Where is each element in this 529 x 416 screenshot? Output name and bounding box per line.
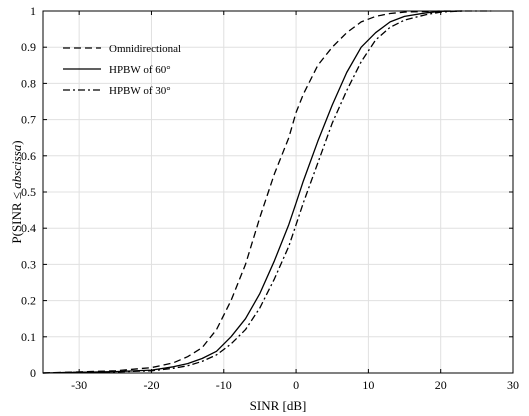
- legend: Omnidirectional HPBW of 60° HPBW of 30°: [63, 43, 181, 97]
- y-tick-label: 0.2: [21, 294, 36, 308]
- y-axis-label-italic: abscissa: [9, 144, 24, 189]
- legend-label-0: Omnidirectional: [109, 43, 181, 55]
- series-line-0: [42, 10, 463, 374]
- y-tick-label: 0.4: [21, 221, 36, 235]
- legend-label-1: HPBW of 60°: [109, 64, 171, 76]
- y-tick-label: 0.7: [21, 113, 36, 127]
- y-axis-label: P(SINR ≤ abscissa): [9, 140, 24, 243]
- x-tick-label: -30: [71, 378, 87, 392]
- x-axis-label: SINR [dB]: [250, 398, 307, 413]
- y-tick-label: 0: [30, 366, 36, 380]
- y-tick-label: 1: [30, 4, 36, 18]
- y-axis-label-prefix: P(SINR ≤: [9, 189, 24, 244]
- y-tick-label: 0.1: [21, 330, 36, 344]
- x-tick-label: 0: [293, 378, 299, 392]
- y-tick-label: 0.8: [21, 76, 36, 90]
- x-tick-label: 10: [362, 378, 374, 392]
- x-tick-label: -20: [143, 378, 159, 392]
- x-tick-label: 20: [435, 378, 447, 392]
- axis-ticks: -30 -20 -10 0 10 20 30 0 0.1 0.2 0.3 0.4 0.5 0.6 0.7 0.…: [21, 4, 519, 392]
- y-tick-label: 0.6: [21, 149, 36, 163]
- y-tick-label: 0.3: [21, 257, 36, 271]
- y-tick-label: 0.5: [21, 185, 36, 199]
- x-tick-label: 30: [507, 378, 519, 392]
- series-line-1: [42, 10, 463, 374]
- y-axis-label-suffix: ): [9, 140, 24, 144]
- x-tick-label: -10: [216, 378, 232, 392]
- legend-label-2: HPBW of 30°: [109, 85, 171, 97]
- series-line-2: [42, 10, 492, 374]
- series-group: [42, 10, 492, 374]
- y-tick-label: 0.9: [21, 40, 36, 54]
